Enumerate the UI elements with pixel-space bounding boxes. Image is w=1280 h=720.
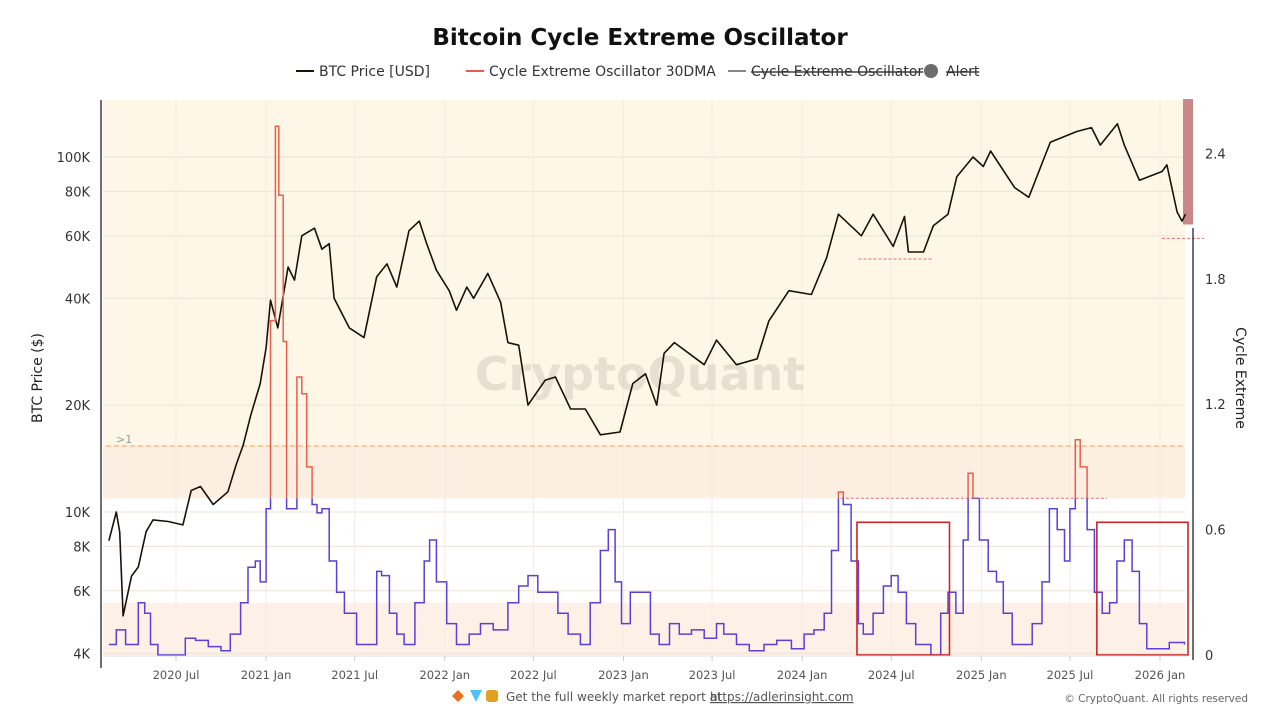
left-tick-label: 100K <box>57 151 91 166</box>
reference-lines: >1 <box>106 99 1205 499</box>
left-tick-label: 60K <box>65 230 91 245</box>
x-tick-label: 2023 Jul <box>689 668 736 682</box>
left-tick-label: 4K <box>73 647 90 662</box>
band-1 <box>103 446 1185 499</box>
x-tick-label: 2026 Jan <box>1135 668 1186 682</box>
highlight-box <box>856 521 951 656</box>
x-tick-label: 2021 Jul <box>331 668 378 682</box>
left-axis-label: BTC Price ($) <box>30 333 46 423</box>
oscillator-above-group <box>269 125 1088 499</box>
oscillator-line-above-threshold <box>269 125 1088 499</box>
x-tick-label: 2021 Jan <box>241 668 292 682</box>
chart-title: Bitcoin Cycle Extreme Oscillator <box>432 25 848 51</box>
right-tick-label: 2.4 <box>1205 147 1226 162</box>
left-tick-label: 6K <box>73 585 90 600</box>
gem-icon <box>470 690 482 702</box>
legend-item[interactable]: BTC Price [USD] <box>319 64 430 80</box>
legend-item[interactable]: Alert <box>946 64 980 80</box>
background-bands <box>103 100 1185 655</box>
series-lines <box>108 123 1187 656</box>
x-tick-label: 2024 Jul <box>868 668 915 682</box>
promo-link[interactable]: https://adlerinsight.com <box>710 690 854 704</box>
left-tick-label: 80K <box>65 185 91 200</box>
right-tick-label: 1.8 <box>1205 273 1226 288</box>
legend-item[interactable]: Cycle Extreme Oscillator 30DMA <box>489 64 716 80</box>
emoji-face-icon <box>486 690 498 702</box>
legend-item[interactable]: Cycle Extreme Oscillator <box>751 64 923 80</box>
left-tick-label: 40K <box>65 292 91 307</box>
alert-zone <box>1183 99 1193 225</box>
left-tick-label: 8K <box>73 540 90 555</box>
x-tick-label: 2022 Jul <box>510 668 557 682</box>
left-tick-label: 20K <box>65 399 91 414</box>
legend-alert-marker-icon <box>924 64 938 78</box>
x-tick-label: 2023 Jan <box>598 668 649 682</box>
footer: Get the full weekly market report at htt… <box>452 690 1248 705</box>
gt1-label: >1 <box>116 433 132 446</box>
orange-diamond-icon <box>452 690 464 702</box>
left-tick-label: 10K <box>65 506 91 521</box>
highlight-box <box>1096 521 1189 656</box>
oscillator-line-below-threshold <box>108 498 1186 656</box>
x-tick-label: 2025 Jan <box>956 668 1007 682</box>
x-tick-label: 2025 Jul <box>1047 668 1094 682</box>
highlight-boxes <box>856 521 1189 656</box>
x-tick-label: 2024 Jan <box>777 668 828 682</box>
promo-text: Get the full weekly market report at <box>506 690 722 704</box>
watermark: CryptoQuant <box>475 347 806 401</box>
band-2 <box>103 602 1185 655</box>
oscillator-below-group <box>108 498 1186 656</box>
x-tick-label: 2020 Jul <box>153 668 200 682</box>
right-tick-label: 0 <box>1205 649 1213 664</box>
right-tick-label: 1.2 <box>1205 398 1226 413</box>
legend: BTC Price [USD] Cycle Extreme Oscillator … <box>296 64 980 80</box>
right-tick-label: 0.6 <box>1205 524 1226 539</box>
right-axis-label: Cycle Extreme <box>1232 327 1248 429</box>
btc-price-line <box>108 123 1187 617</box>
axes: 4K 6K 8K 10K 20K 40K 60K 80K 100K 0 0.6 1.2 1.8 2.4 20… <box>57 100 1226 682</box>
copyright: © CryptoQuant. All rights reserved <box>1064 693 1248 705</box>
x-tick-label: 2022 Jan <box>419 668 470 682</box>
